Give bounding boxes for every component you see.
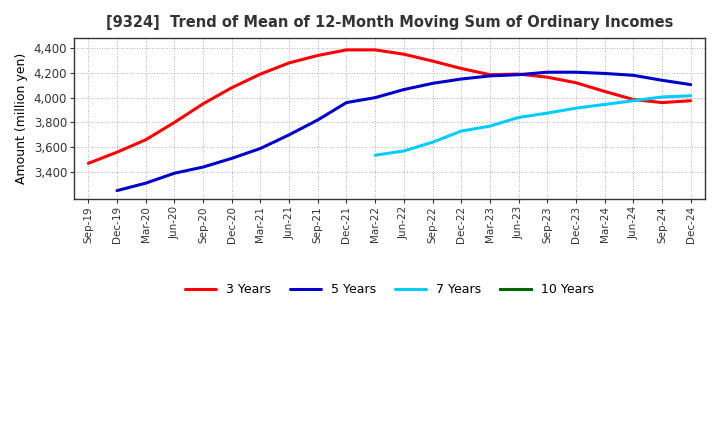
- Y-axis label: Amount (million yen): Amount (million yen): [15, 53, 28, 184]
- Title: [9324]  Trend of Mean of 12-Month Moving Sum of Ordinary Incomes: [9324] Trend of Mean of 12-Month Moving …: [106, 15, 673, 30]
- Legend: 3 Years, 5 Years, 7 Years, 10 Years: 3 Years, 5 Years, 7 Years, 10 Years: [180, 278, 599, 301]
